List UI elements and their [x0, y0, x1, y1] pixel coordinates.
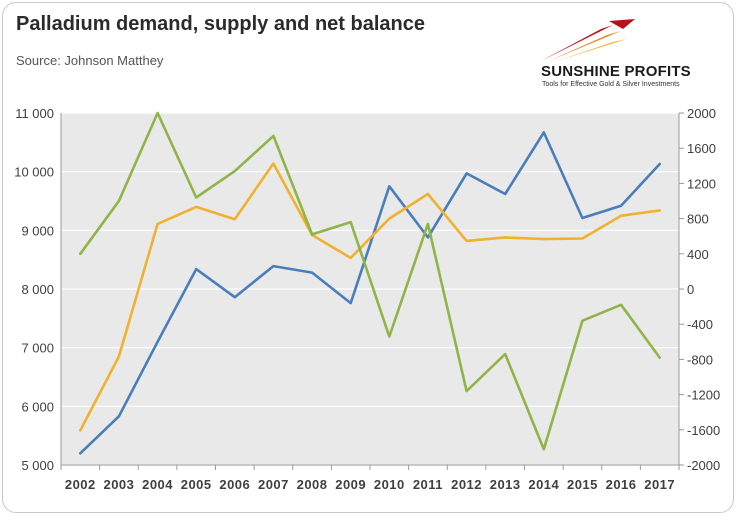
y-left-tick-label: 7 000	[21, 341, 54, 356]
x-tick-label: 2017	[644, 477, 675, 492]
logo-swoosh-icon	[541, 19, 635, 61]
y-right-tick-label: -800	[687, 352, 713, 367]
x-tick-label: 2016	[606, 477, 637, 492]
series-line-net_balance	[79, 111, 662, 451]
x-tick-label: 2014	[528, 477, 559, 492]
y-right-tick-label: -1200	[687, 388, 720, 403]
logo-wordmark: SUNSHINE PROFITS	[541, 63, 691, 80]
x-tick-label: 2002	[65, 477, 96, 492]
x-tick-label: 2012	[451, 477, 482, 492]
y-left-tick-label: 11 000	[15, 106, 54, 121]
sunshine-profits-logo: SUNSHINE PROFITS Tools for Effective Gol…	[531, 17, 701, 93]
x-tick-label: 2010	[374, 477, 405, 492]
x-tick-label: 2003	[103, 477, 134, 492]
y-right-tick-label: 1200	[687, 176, 716, 191]
series-line-supply	[79, 162, 662, 432]
y-left-tick-label: 6 000	[21, 399, 54, 414]
x-tick-label: 2004	[142, 477, 173, 492]
x-tick-label: 2008	[297, 477, 328, 492]
series-line-demand	[79, 131, 662, 455]
y-right-tick-label: -1600	[687, 423, 720, 438]
chart-source: Source: Johnson Matthey	[16, 53, 164, 68]
y-right-tick-label: 0	[687, 282, 694, 297]
y-right-tick-label: -400	[687, 317, 713, 332]
x-tick-label: 2006	[219, 477, 250, 492]
y-right-tick-label: 2000	[687, 106, 716, 121]
x-tick-label: 2011	[413, 477, 443, 492]
y-right-tick-label: 400	[687, 247, 709, 262]
y-right-tick-label: 1600	[687, 141, 716, 156]
y-left-tick-label: 5 000	[21, 458, 54, 473]
y-right-tick-label: -2000	[687, 458, 720, 473]
chart-title: Palladium demand, supply and net balance	[16, 13, 425, 35]
y-left-tick-label: 9 000	[21, 223, 54, 238]
x-tick-label: 2009	[335, 477, 366, 492]
x-tick-label: 2005	[181, 477, 212, 492]
line-chart: 5 000 6 000 7 000 8 000 9 000 10 000 11 000 -20…	[14, 106, 720, 492]
x-tick-label: 2013	[490, 477, 521, 492]
x-tick-label: 2007	[258, 477, 289, 492]
y-left-tick-label: 10 000	[14, 165, 54, 180]
logo-tagline: Tools for Effective Gold & Silver Invest…	[542, 81, 680, 88]
x-tick-label: 2015	[567, 477, 598, 492]
y-left-tick-label: 8 000	[21, 282, 54, 297]
y-right-tick-label: 800	[687, 212, 709, 227]
